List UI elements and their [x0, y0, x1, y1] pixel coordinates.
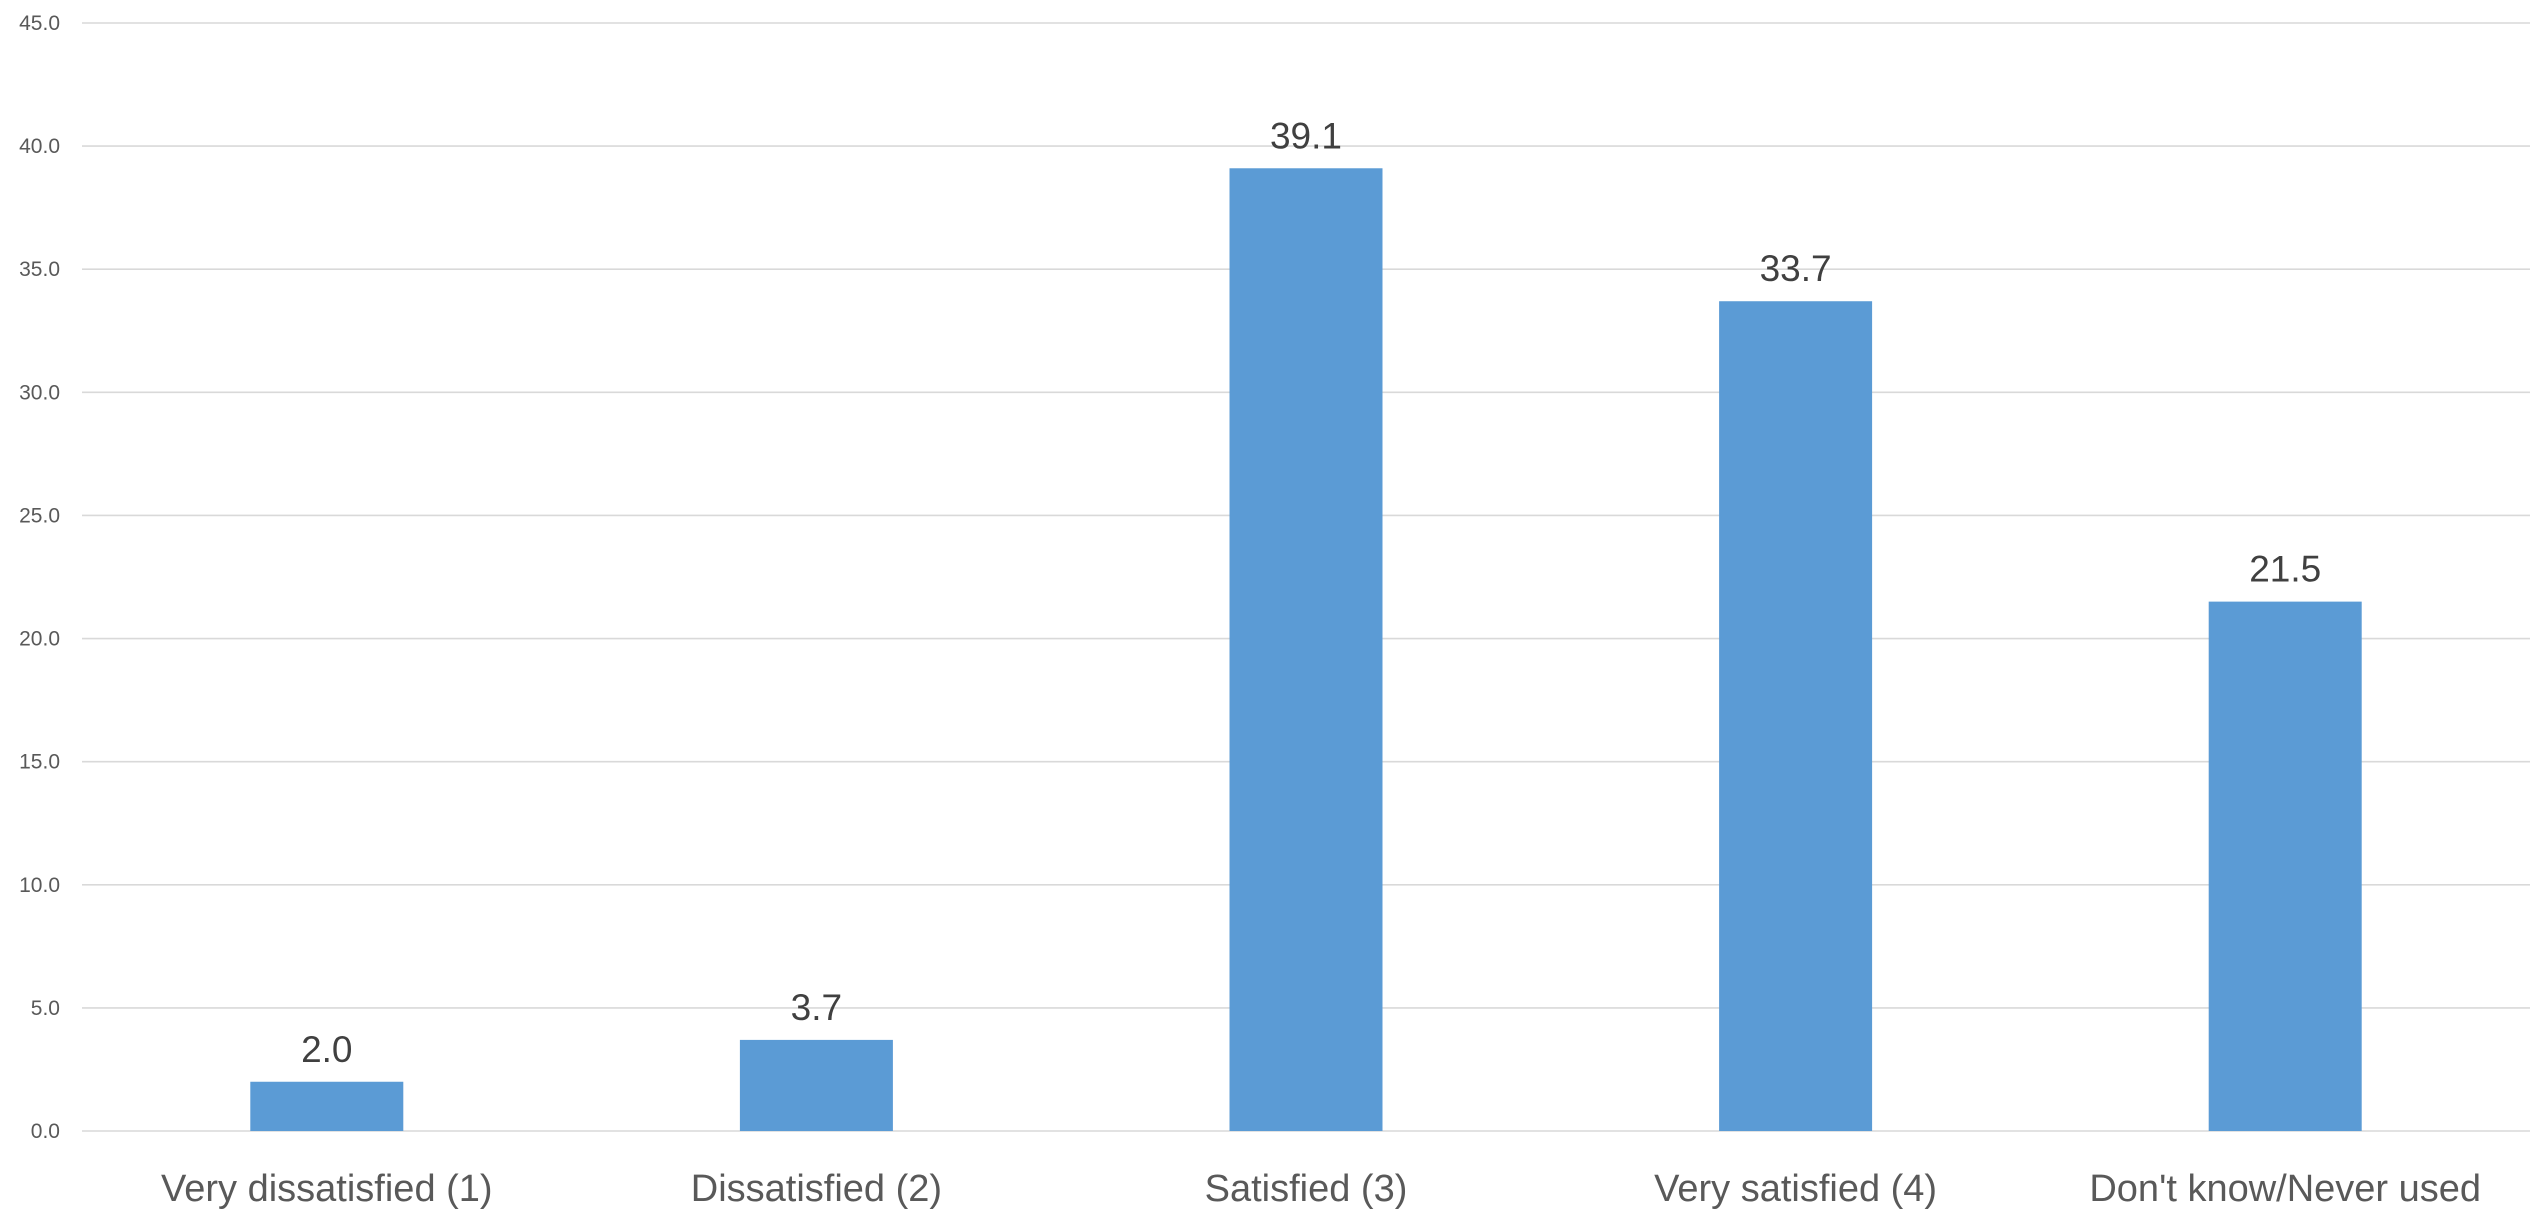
bar	[250, 1081, 404, 1131]
y-tick-label: 35.0	[19, 258, 60, 281]
data-label: 21.5	[2249, 549, 2321, 590]
data-label: 2.0	[301, 1029, 352, 1070]
data-label: 39.1	[1270, 115, 1342, 156]
y-tick-label: 20.0	[19, 628, 60, 651]
bar	[2208, 601, 2362, 1131]
bar	[739, 1039, 893, 1131]
data-label: 33.7	[1760, 248, 1832, 289]
x-axis-tick-labels: Very dissatisfied (1) Dissatisfied (2) Sat…	[161, 1168, 2481, 1209]
y-tick-label: 40.0	[19, 135, 60, 158]
data-labels: 2.0 3.7 39.1 33.7 21.5	[301, 115, 2321, 1069]
y-axis-tick-labels: 0.0 5.0 10.0 15.0 20.0 25.0 30.0 35.0 40.0 45.0	[19, 12, 60, 1143]
x-tick-label: Very satisfied (4)	[1654, 1168, 1937, 1209]
x-tick-label: Satisfied (3)	[1205, 1168, 1408, 1209]
y-tick-label: 0.0	[31, 1120, 60, 1143]
y-tick-label: 10.0	[19, 874, 60, 897]
data-label: 3.7	[791, 987, 842, 1028]
y-tick-label: 15.0	[19, 751, 60, 774]
y-tick-label: 5.0	[31, 997, 60, 1020]
y-tick-label: 30.0	[19, 381, 60, 404]
x-tick-label: Very dissatisfied (1)	[161, 1168, 493, 1209]
x-tick-label: Dissatisfied (2)	[691, 1168, 942, 1209]
x-tick-label: Don't know/Never used	[2089, 1168, 2481, 1209]
bar	[1719, 301, 1873, 1132]
bars	[250, 168, 2362, 1132]
y-tick-label: 45.0	[19, 12, 60, 35]
bar	[1229, 168, 1383, 1131]
y-tick-label: 25.0	[19, 504, 60, 527]
